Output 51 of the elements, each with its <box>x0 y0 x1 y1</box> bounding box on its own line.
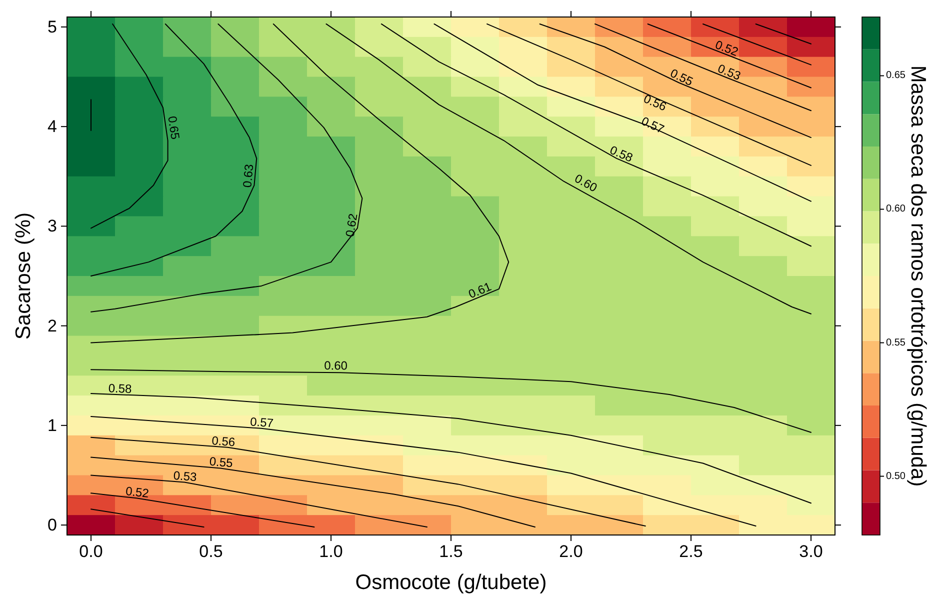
color-bar-title: Massa seca dos ramos ortotrópicos (g/muda) <box>906 65 930 487</box>
color-bar-label: 0.65 <box>886 70 906 82</box>
x-tick-label: 3.0 <box>799 542 823 561</box>
color-bar-label: 0.60 <box>886 204 906 215</box>
x-axis-title: Osmocote (g/tubete) <box>355 571 547 594</box>
y-tick-label: 2 <box>48 316 57 336</box>
line-series <box>90 436 646 527</box>
y-tick-label: 5 <box>48 17 57 36</box>
y-tick-label: 4 <box>48 117 57 136</box>
y-tick-label: 3 <box>48 216 57 236</box>
annotation: 0.53 <box>172 468 198 484</box>
x-tick-label: 0.5 <box>199 542 223 561</box>
x-tick-label: 2.0 <box>559 542 583 561</box>
annotation: 0.58 <box>108 381 132 396</box>
y-axis-title: Sacarose (%) <box>12 212 35 340</box>
annotation: 0.58 <box>608 142 636 166</box>
annotation: 0.63 <box>240 163 256 188</box>
line-series <box>90 23 168 229</box>
line-series <box>539 23 812 138</box>
x-tick-label: 0.0 <box>79 542 103 561</box>
y-tick-label: 1 <box>48 416 57 435</box>
annotation: 0.56 <box>642 92 669 114</box>
annotation: 0.56 <box>211 434 236 450</box>
color-bar-label: 0.55 <box>886 337 906 348</box>
line-series <box>90 23 510 344</box>
line-series <box>90 393 812 504</box>
annotation: 0.62 <box>342 212 360 238</box>
x-tick-label: 1.0 <box>319 542 343 561</box>
x-tick-label: 1.5 <box>439 542 463 561</box>
line-series <box>326 23 812 314</box>
line-series <box>486 23 812 166</box>
annotation: 0.55 <box>668 66 696 89</box>
line-series <box>90 23 363 312</box>
y-tick-label: 0 <box>48 516 57 535</box>
annotation: 0.65 <box>165 115 182 141</box>
annotation: 0.52 <box>124 484 150 500</box>
line-series <box>90 456 536 528</box>
annotation: 0.53 <box>716 61 744 84</box>
annotation: 0.61 <box>466 279 494 302</box>
annotation: 0.60 <box>572 171 600 196</box>
annotation: 0.52 <box>713 38 740 60</box>
color-bar-label: 0.50 <box>886 470 906 482</box>
line-series <box>434 23 812 202</box>
x-tick-label: 2.5 <box>679 542 703 561</box>
annotation: 0.55 <box>208 454 234 470</box>
line-series <box>90 369 812 433</box>
line-series <box>380 23 812 247</box>
annotation: 0.57 <box>250 414 274 430</box>
line-series <box>90 416 756 527</box>
annotation: 0.60 <box>324 358 348 373</box>
line-series <box>90 23 258 276</box>
